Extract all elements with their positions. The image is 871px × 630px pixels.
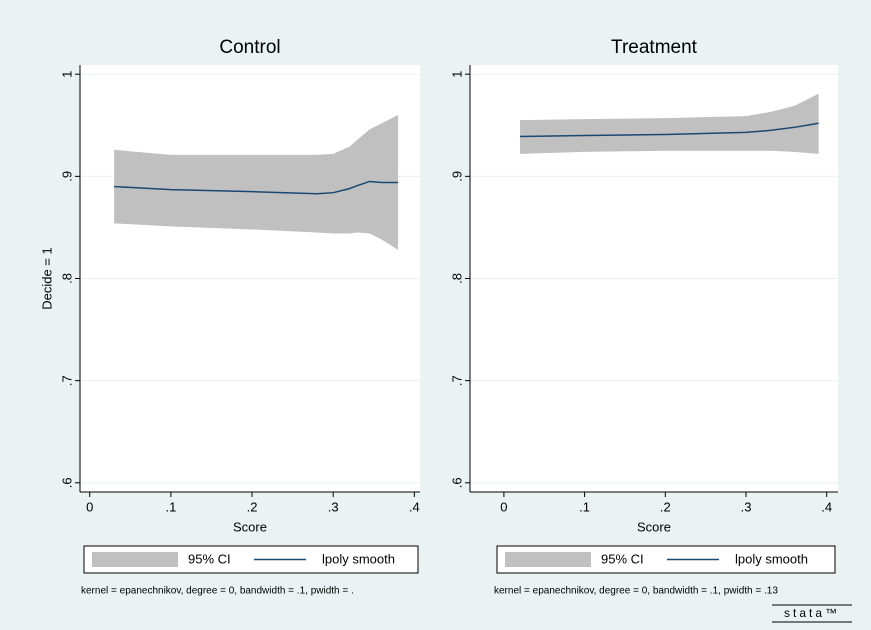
x-tick-label: .3 (741, 499, 752, 514)
ci-band (114, 115, 399, 250)
x-tick-label: 0 (500, 499, 507, 514)
legend-swatch (92, 552, 178, 567)
footnote: kernel = epanechnikov, degree = 0, bandw… (494, 586, 778, 597)
legend-label: lpoly smooth (322, 551, 395, 566)
chart-title: Control (219, 37, 280, 58)
y-tick-label: 1 (449, 71, 464, 78)
x-tick-label: .2 (660, 499, 671, 514)
x-tick-label: .1 (165, 499, 176, 514)
x-axis-label: Score (637, 519, 671, 534)
smooth-line (520, 122, 819, 138)
y-tick-label: .6 (449, 477, 464, 488)
x-tick-label: .3 (328, 499, 339, 514)
chart-title: Treatment (611, 37, 698, 58)
legend-label: 95% CI (188, 551, 231, 566)
footnote: kernel = epanechnikov, degree = 0, bandw… (81, 586, 354, 597)
y-tick-label: .8 (449, 273, 464, 284)
x-tick-label: 0 (86, 499, 93, 514)
y-tick-label: .8 (59, 273, 74, 284)
y-tick-label: .7 (449, 375, 464, 386)
y-tick-label: .9 (59, 171, 74, 182)
legend-swatch (505, 552, 591, 567)
y-tick-label: 1 (59, 71, 74, 78)
y-tick-label: .7 (59, 375, 74, 386)
smooth-line (114, 180, 399, 195)
x-axis-label: Score (233, 519, 267, 534)
y-tick-label: .6 (59, 477, 74, 488)
x-tick-label: .4 (409, 499, 420, 514)
y-axis-label: Decide = 1 (39, 247, 54, 310)
x-tick-label: .4 (821, 499, 832, 514)
x-tick-label: .2 (247, 499, 258, 514)
logo: stata™ (784, 606, 840, 620)
ci-band (520, 93, 819, 154)
x-tick-label: .1 (579, 499, 590, 514)
legend-label: lpoly smooth (735, 551, 808, 566)
legend-label: 95% CI (601, 551, 644, 566)
y-tick-label: .9 (449, 171, 464, 182)
